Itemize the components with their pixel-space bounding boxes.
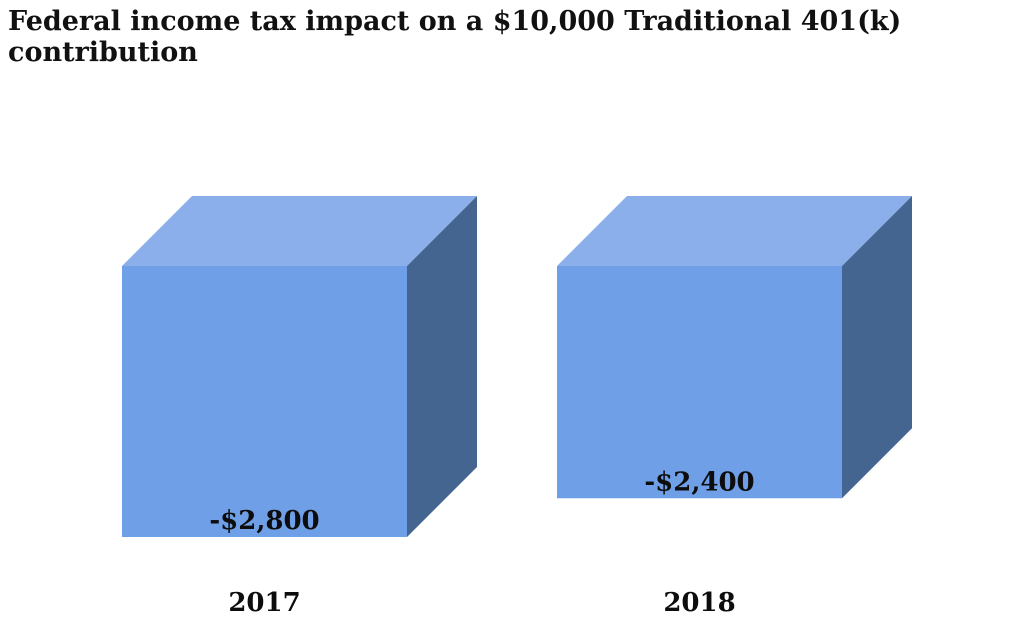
bar-side-face xyxy=(842,196,912,499)
value-label: -$2,800 xyxy=(209,506,319,536)
bar-2017: -$2,800 2017 xyxy=(122,196,477,618)
category-label: 2018 xyxy=(663,588,735,618)
value-label: -$2,400 xyxy=(644,467,754,497)
bar-2018: -$2,400 2018 xyxy=(557,196,912,618)
bar-front-face xyxy=(122,266,407,537)
bar-top-face xyxy=(122,196,477,266)
bar-top-face xyxy=(557,196,912,266)
bar-front-face xyxy=(557,266,842,499)
chart-title: Federal income tax impact on a $10,000 T… xyxy=(8,6,902,68)
bars-layer: -$2,800 2017 -$2,400 2018 xyxy=(122,196,912,618)
bar-side-face xyxy=(407,196,477,537)
category-label: 2017 xyxy=(228,588,300,618)
